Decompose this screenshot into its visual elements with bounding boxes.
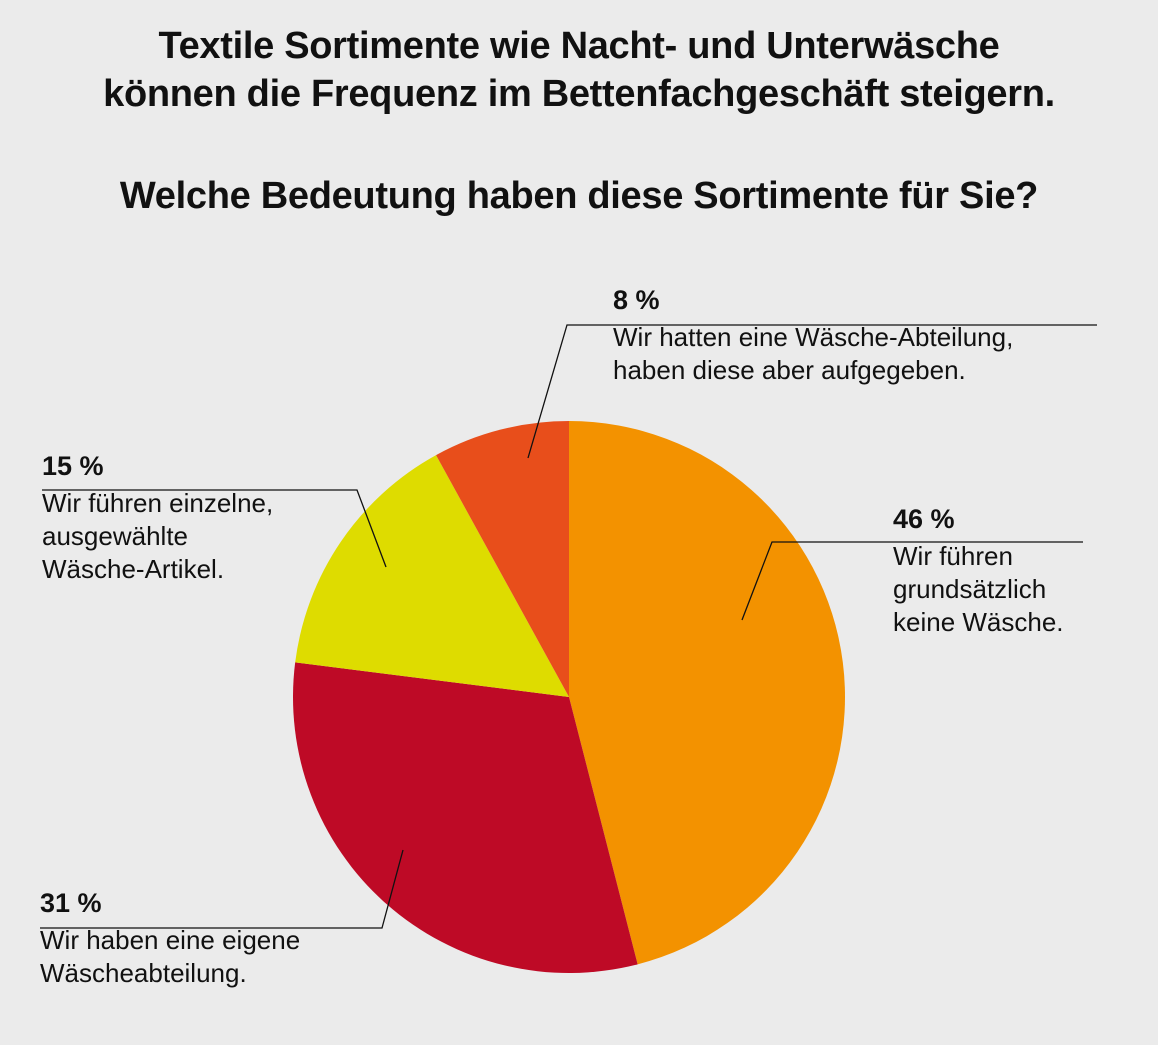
slice-label-15-line-1: Wir führen einzelne,: [42, 488, 274, 518]
slice-label-8: 8 % Wir hatten eine Wäsche-Abteilung, ha…: [613, 284, 1013, 387]
slice-label-15-line-2: ausgewählte: [42, 521, 188, 551]
title-line-2: können die Frequenz im Bettenfachgeschäf…: [103, 73, 1055, 115]
slice-label-31-line-2: Wäscheabteilung.: [40, 958, 247, 988]
slice-label-15-line-3: Wäsche-Artikel.: [42, 554, 225, 584]
slice-label-15-pct: 15 %: [42, 451, 104, 481]
pie-slice-15: [295, 455, 569, 697]
slice-label-31: 31 % Wir haben eine eigene Wäscheabteilu…: [40, 887, 300, 990]
slice-label-31-line-1: Wir haben eine eigene: [40, 925, 301, 955]
slice-label-8-pct: 8 %: [613, 285, 660, 315]
slice-label-31-pct: 31 %: [40, 888, 102, 918]
pie-slice-46: [569, 421, 846, 965]
pie-slice-8: [436, 421, 569, 697]
slice-label-15: 15 % Wir führen einzelne, ausgewählte Wä…: [42, 450, 273, 586]
leader-line-46: [741, 541, 1083, 621]
slice-label-8-line-1: Wir hatten eine Wäsche-Abteilung,: [613, 322, 1014, 352]
slice-label-46-line-3: keine Wäsche.: [893, 607, 1064, 637]
leader-line-8: [527, 324, 1097, 459]
slice-label-46-pct: 46 %: [893, 504, 955, 534]
leader-line-15: [42, 489, 387, 568]
title-line-1: Textile Sortimente wie Nacht- und Unterw…: [158, 25, 1000, 67]
slice-label-8-line-2: haben diese aber aufgegeben.: [613, 355, 966, 385]
chart-question: Welche Bedeutung haben diese Sortimente …: [119, 175, 1039, 217]
slice-label-46-line-1: Wir führen: [893, 541, 1013, 571]
slice-label-46-line-2: grundsätzlich: [893, 574, 1047, 604]
leader-line-31: [40, 849, 404, 929]
pie-slice-31: [293, 662, 638, 973]
chart-title: Textile Sortimente wie Nacht- und Unterw…: [0, 22, 1158, 118]
slice-label-46: 46 % Wir führen grundsätzlich keine Wäsc…: [893, 503, 1064, 639]
